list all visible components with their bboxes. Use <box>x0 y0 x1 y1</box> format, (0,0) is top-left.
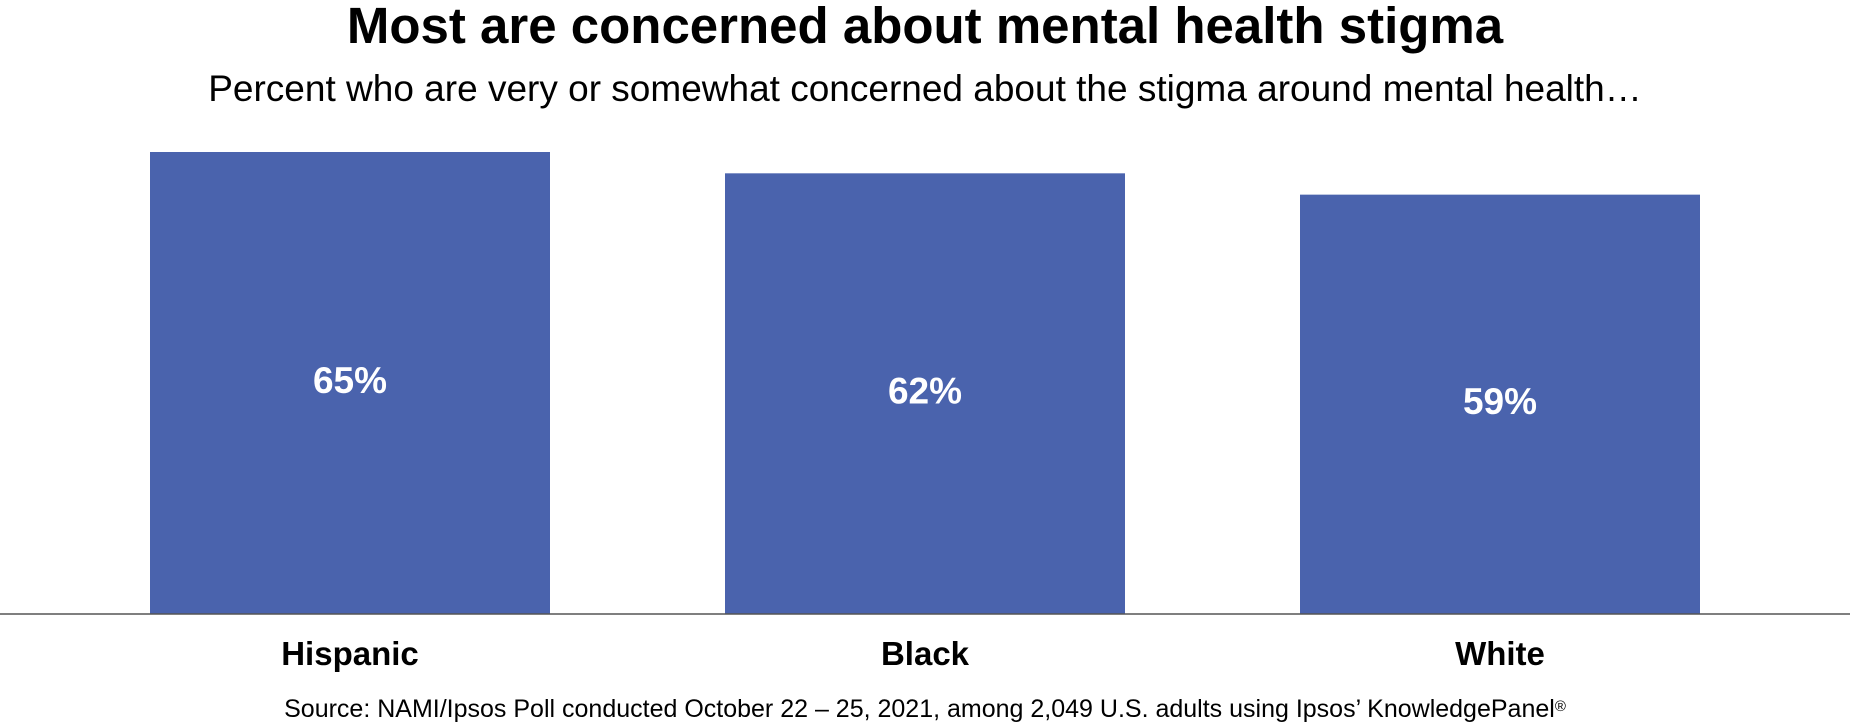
category-labels-layer: Hispanic Black White <box>281 635 1545 672</box>
chart-title: Most are concerned about mental health s… <box>346 0 1504 54</box>
value-labels-layer: 65% 62% 59% <box>313 360 1537 422</box>
source-text: Source: NAMI/Ipsos Poll conducted Octobe… <box>284 695 1555 723</box>
bar-value-label-white: 59% <box>1463 381 1537 422</box>
bar-value-label-hispanic: 65% <box>313 360 387 401</box>
chart-source: Source: NAMI/Ipsos Poll conducted Octobe… <box>0 694 1850 724</box>
bar-chart: 65% 62% 59% Hispanic Black White <box>0 152 1850 672</box>
category-label-white: White <box>1455 635 1545 672</box>
bar-black <box>725 173 1125 615</box>
category-label-black: Black <box>881 635 970 672</box>
bar-value-label-black: 62% <box>888 370 962 411</box>
chart-subtitle: Percent who are very or somewhat concern… <box>208 68 1642 109</box>
bar-hispanic <box>150 152 550 614</box>
registered-mark: ® <box>1554 698 1566 715</box>
bar-white <box>1300 194 1700 614</box>
bars-layer <box>150 152 1700 615</box>
category-label-hispanic: Hispanic <box>281 635 419 672</box>
